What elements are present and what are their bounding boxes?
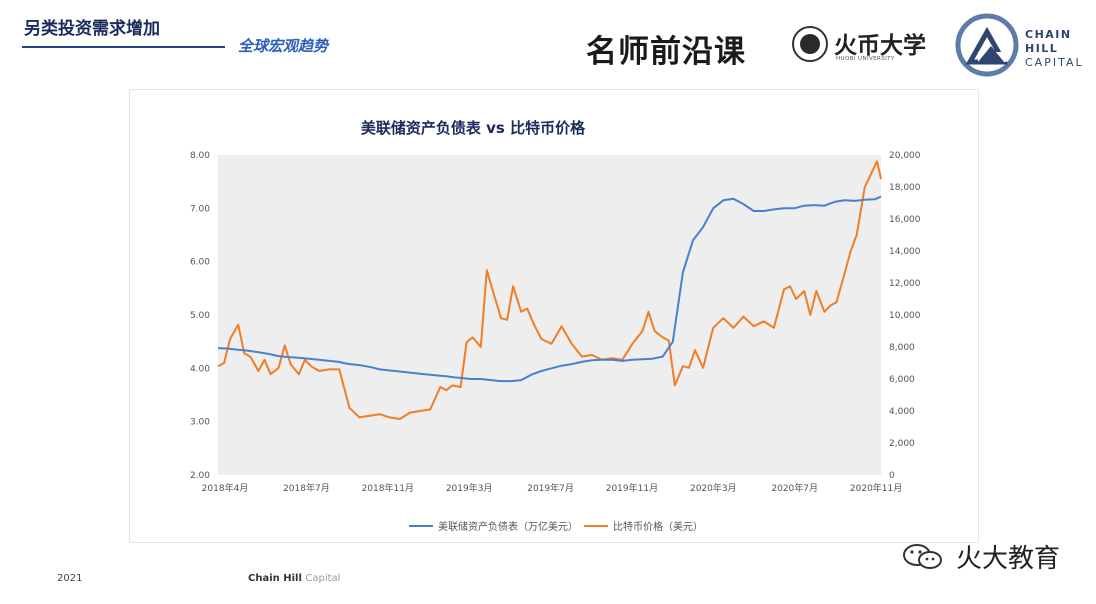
- right-tick-label: 18,000: [889, 183, 921, 193]
- footer-company-name: Chain Hill: [248, 573, 302, 584]
- x-axis-ticks: 2018年4月 2018年7月 2018年11月 2019年3月 2019年7月 2019…: [202, 482, 903, 494]
- right-axis-ticks: 0 2,000 4,000 6,000 8,000 10,000 12,000 14,000 1…: [889, 151, 921, 481]
- slide-title: 另类投资需求增加: [24, 19, 160, 39]
- left-tick-label: 4.00: [190, 364, 210, 374]
- legend-item-btc-label: 比特币价格（美元）: [613, 520, 703, 533]
- right-tick-label: 0: [889, 471, 895, 481]
- left-tick-label: 5.00: [190, 311, 210, 321]
- watermark: 火大教育: [896, 538, 1096, 574]
- right-tick-label: 6,000: [889, 375, 915, 385]
- right-tick-label: 14,000: [889, 247, 921, 257]
- x-tick-label: 2019年3月: [446, 482, 493, 494]
- title-underline: [22, 46, 225, 48]
- right-tick-label: 2,000: [889, 439, 915, 449]
- btc-price-line: [217, 160, 882, 420]
- chart-legend: 美联储资产负债表（万亿美元） 比特币价格（美元）: [409, 520, 703, 533]
- x-tick-label: 2019年7月: [527, 482, 574, 494]
- x-tick-label: 2020年3月: [690, 482, 737, 494]
- x-tick-label: 2018年7月: [283, 482, 330, 494]
- left-tick-label: 8.00: [190, 151, 210, 161]
- chain-hill-wordmark: CHAIN HILL CAPITAL: [1025, 28, 1084, 70]
- chart-title: 美联储资产负债表 vs 比特币价格: [361, 119, 586, 137]
- right-tick-label: 12,000: [889, 279, 921, 289]
- plot-area: [218, 155, 881, 475]
- footer-company: Chain Hill Capital: [248, 573, 340, 584]
- right-tick-label: 16,000: [889, 215, 921, 225]
- right-tick-label: 8,000: [889, 343, 915, 353]
- chain-hill-line3: CAPITAL: [1025, 56, 1084, 69]
- footer-company-suffix: Capital: [305, 573, 341, 584]
- legend-item-fed-label: 美联储资产负债表（万亿美元）: [438, 520, 578, 533]
- chain-hill-logo-icon: [955, 13, 1019, 77]
- brand-logo-text: 名师前沿课: [586, 34, 746, 70]
- left-tick-label: 6.00: [190, 258, 210, 268]
- university-english-name: HUOBI UNIVERSITY: [836, 56, 895, 62]
- wechat-icon: [903, 544, 942, 569]
- fed-balance-line: [217, 195, 882, 383]
- series-layer: [217, 160, 882, 420]
- line-chart: 美联储资产负债表 vs 比特币价格 2.00 3.00 4.00 5.00 6.00 7.…: [190, 119, 921, 533]
- watermark-text: 火大教育: [956, 544, 1061, 574]
- chain-hill-line2: HILL: [1025, 42, 1059, 55]
- x-tick-label: 2018年4月: [202, 482, 249, 494]
- university-seal-icon: [792, 26, 828, 62]
- left-tick-label: 3.00: [190, 418, 210, 428]
- slide-subtitle: 全球宏观趋势: [238, 37, 329, 55]
- university-name: 火币大学: [834, 32, 926, 59]
- left-tick-label: 7.00: [190, 204, 210, 214]
- right-tick-label: 4,000: [889, 407, 915, 417]
- left-tick-label: 2.00: [190, 471, 210, 481]
- chart-card: 美联储资产负债表 vs 比特币价格 2.00 3.00 4.00 5.00 6.00 7.…: [129, 89, 979, 543]
- x-tick-label: 2018年11月: [362, 482, 414, 494]
- footer-year: 2021: [57, 573, 83, 584]
- x-tick-label: 2019年11月: [606, 482, 658, 494]
- left-axis-ticks: 2.00 3.00 4.00 5.00 6.00 7.00 8.00: [190, 151, 210, 481]
- x-tick-label: 2020年7月: [771, 482, 818, 494]
- x-tick-label: 2020年11月: [850, 482, 902, 494]
- right-tick-label: 20,000: [889, 151, 921, 161]
- right-tick-label: 10,000: [889, 311, 921, 321]
- chain-hill-line1: CHAIN: [1025, 28, 1072, 41]
